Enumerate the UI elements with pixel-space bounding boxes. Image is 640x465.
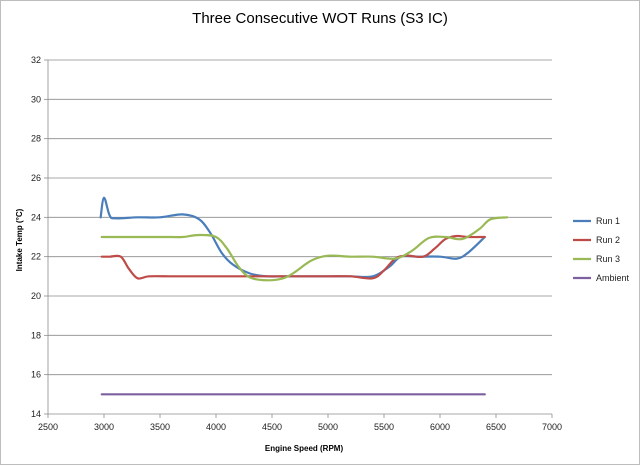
chart-title: Three Consecutive WOT Runs (S3 IC) [192,10,448,27]
legend: Run 1 Run 2 Run 3 Ambient [573,216,630,283]
legend-label-run-3: Run 3 [596,254,620,264]
x-tick-label: 7000 [542,422,562,432]
x-tick-label: 2500 [38,422,58,432]
legend-label-ambient: Ambient [596,273,630,283]
series-lines [99,196,509,396]
legend-label-run-2: Run 2 [596,235,620,245]
y-tick-label: 22 [31,252,41,262]
x-tick-label: 4000 [206,422,226,432]
x-tick-label: 3000 [94,422,114,432]
legend-label-run-1: Run 1 [596,216,620,226]
x-tick-label: 6000 [430,422,450,432]
y-tick-label: 18 [31,330,41,340]
tick-labels: 14 16 18 20 22 24 26 28 30 32 2500 3000 3500 4000 4500… [31,55,562,432]
y-tick-label: 20 [31,291,41,301]
x-tick-label: 6500 [486,422,506,432]
series-line-run-2 [100,234,486,280]
y-axis-label: Intake Temp (°C) [15,208,24,271]
x-tick-label: 5000 [318,422,338,432]
y-tick-label: 14 [31,409,41,419]
y-tick-label: 24 [31,212,41,222]
series-line-run-3 [100,216,509,282]
x-axis-label: Engine Speed (RPM) [265,444,344,453]
y-tick-label: 30 [31,94,41,104]
y-tick-label: 26 [31,173,41,183]
y-tick-label: 28 [31,134,41,144]
x-tick-label: 3500 [150,422,170,432]
x-tick-label: 5500 [374,422,394,432]
axes [44,59,553,418]
y-tick-label: 32 [31,55,41,65]
y-tick-label: 16 [31,370,41,380]
x-tick-label: 4500 [262,422,282,432]
